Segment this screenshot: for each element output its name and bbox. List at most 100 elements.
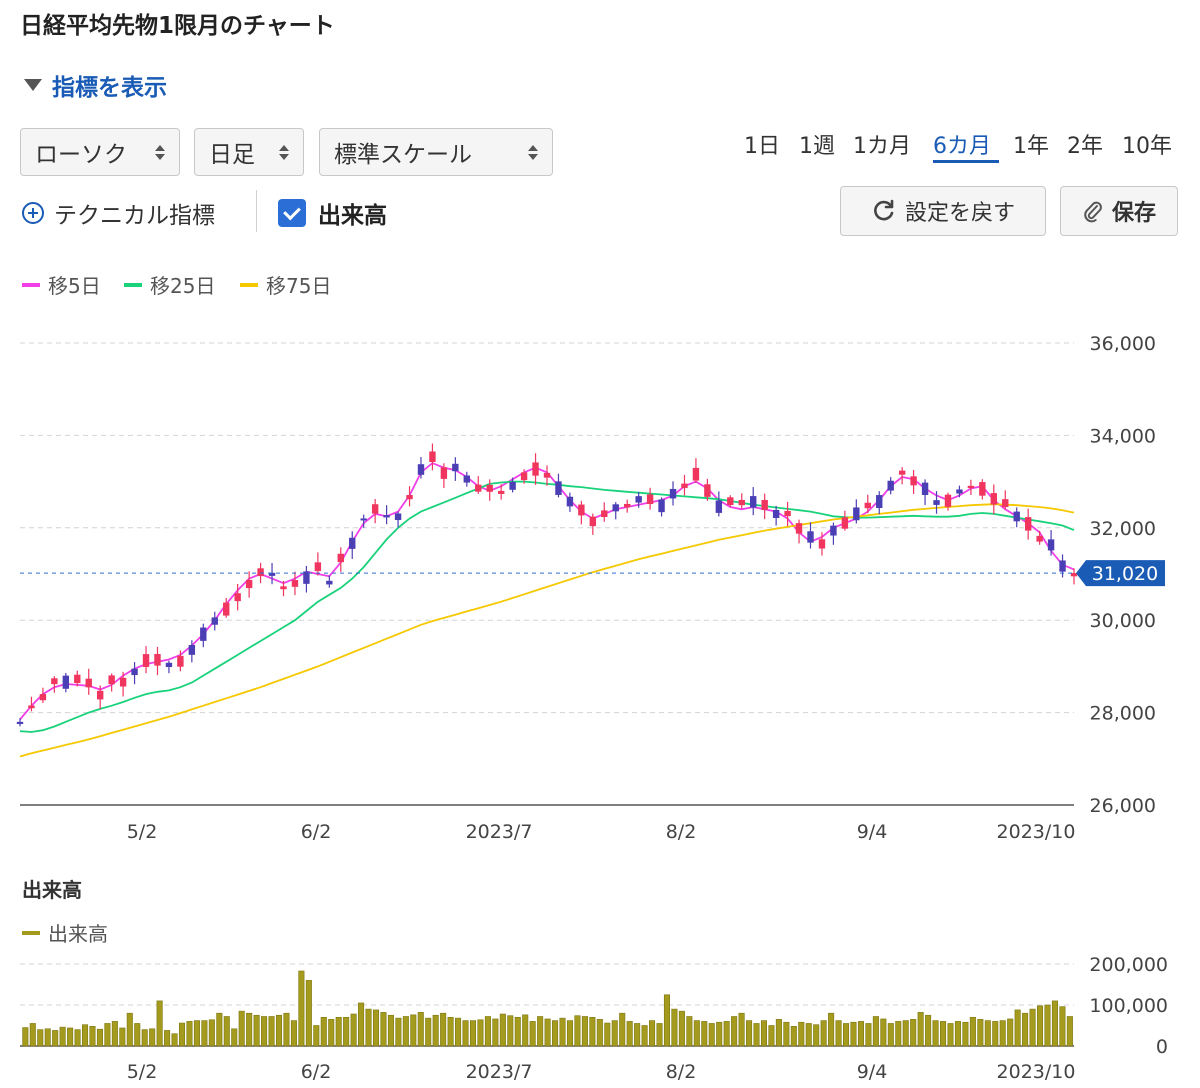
checkbox-checked-icon[interactable] <box>278 199 306 227</box>
indicator-toggle[interactable]: 指標を表示 <box>24 68 167 102</box>
period-tab-1m[interactable]: 1カ月 <box>853 134 911 159</box>
volume-bar <box>589 1016 596 1047</box>
volume-bar <box>358 1002 365 1047</box>
volume-bar <box>246 1012 253 1047</box>
candle-body <box>921 482 929 496</box>
candle-body <box>394 513 402 521</box>
volume-bar <box>81 1024 89 1047</box>
candle-body <box>612 504 619 512</box>
legend-label: 出来高 <box>48 922 108 946</box>
scale-select[interactable]: 標準スケール <box>319 128 553 176</box>
candle-body <box>349 537 356 549</box>
candle-body <box>371 504 379 514</box>
candle-body <box>1047 539 1055 551</box>
volume-checkbox[interactable]: 出来高 <box>278 196 387 230</box>
x-tick-label: 5/2 <box>127 821 158 843</box>
volume-bar <box>962 1021 969 1047</box>
candle-body <box>463 475 471 483</box>
volume-bar <box>626 1021 633 1047</box>
volume-bar <box>119 1027 126 1047</box>
updown-arrows-icon <box>528 144 538 160</box>
y-tick-label: 36,000 <box>1090 333 1156 355</box>
candle-body <box>841 517 849 529</box>
volume-bar <box>156 1000 163 1047</box>
page-title: 日経平均先物1限月のチャート <box>20 13 335 39</box>
save-button[interactable]: 保存 <box>1060 186 1178 236</box>
candle-body <box>876 495 883 508</box>
volume-bar <box>552 1020 559 1047</box>
candle-body <box>452 463 459 472</box>
volume-bar <box>723 1021 730 1047</box>
volume-bar <box>372 1009 380 1047</box>
save-label: 保存 <box>1111 201 1156 226</box>
volume-bar <box>275 1014 283 1047</box>
interval-value: 日足 <box>209 142 255 168</box>
interval-select[interactable]: 日足 <box>194 128 304 176</box>
volume-bar <box>992 1021 999 1047</box>
candle-body <box>440 467 448 479</box>
volume-bar <box>775 1019 782 1047</box>
candle-body <box>509 481 516 490</box>
candle-body <box>784 510 791 517</box>
candle-body <box>1024 517 1032 531</box>
candle-body <box>475 484 482 492</box>
volume-bar <box>902 1020 909 1047</box>
legend-label: 移25日 <box>150 274 216 298</box>
candle-body <box>566 496 574 507</box>
volume-bar <box>290 1020 297 1047</box>
candle-body <box>74 674 81 684</box>
volume-y-tick-label: 0 <box>1156 1036 1168 1058</box>
technical-indicator-button[interactable]: テクニカル指標 <box>22 196 215 230</box>
volume-bar <box>604 1022 611 1047</box>
volume-bar <box>305 980 312 1047</box>
volume-x-tick-label: 2023/10 <box>997 1061 1076 1083</box>
volume-bar <box>141 1029 148 1047</box>
candle-body <box>417 464 425 475</box>
volume-bar <box>1014 1009 1021 1047</box>
volume-bar <box>440 1012 447 1047</box>
candle-body <box>119 677 127 687</box>
candle-body <box>979 482 986 496</box>
volume-bar <box>111 1021 118 1047</box>
plus-circle-icon <box>22 202 44 224</box>
volume-bar <box>977 1019 984 1047</box>
chart-type-select[interactable]: ローソク <box>20 128 180 176</box>
candle-body <box>601 510 608 518</box>
candle-body <box>990 493 998 505</box>
volume-x-tick-label: 2023/7 <box>466 1061 533 1083</box>
volume-bar <box>1036 1005 1044 1047</box>
period-tab-2y[interactable]: 2年 <box>1067 134 1103 159</box>
scale-value: 標準スケール <box>334 142 472 168</box>
y-tick-label: 26,000 <box>1090 795 1156 817</box>
candle-body <box>704 484 711 497</box>
volume-bar <box>611 1020 618 1047</box>
volume-bar <box>484 1016 491 1047</box>
volume-bar <box>469 1020 477 1047</box>
volume-bar <box>1066 1016 1073 1047</box>
candle-body <box>245 579 253 589</box>
volume-bar <box>999 1020 1006 1047</box>
candle-body <box>28 705 35 709</box>
updown-arrows-icon <box>279 144 289 160</box>
volume-bar <box>1007 1018 1014 1047</box>
volume-bar <box>887 1023 894 1047</box>
period-tab-1d[interactable]: 1日 <box>744 134 780 159</box>
candle-body <box>303 571 310 584</box>
candle-body <box>486 484 493 492</box>
candle-body <box>864 502 871 509</box>
period-tab-10y[interactable]: 10年 <box>1122 134 1172 159</box>
legend-label: 移75日 <box>266 274 332 298</box>
volume-bar <box>746 1020 753 1047</box>
volume-bar <box>216 1012 223 1047</box>
candle-body <box>1002 499 1009 508</box>
period-tab-6m[interactable]: 6カ月 <box>933 134 991 159</box>
legend-swatch <box>124 282 142 287</box>
period-tab-1y[interactable]: 1年 <box>1013 134 1049 159</box>
updown-arrows-icon <box>155 144 165 160</box>
candle-body <box>165 662 173 668</box>
volume-bar <box>455 1017 462 1047</box>
period-tab-1w[interactable]: 1週 <box>799 134 835 159</box>
candle-body <box>520 472 528 481</box>
volume-bar <box>566 1020 574 1047</box>
reset-settings-button[interactable]: 設定を戻す <box>840 186 1046 236</box>
